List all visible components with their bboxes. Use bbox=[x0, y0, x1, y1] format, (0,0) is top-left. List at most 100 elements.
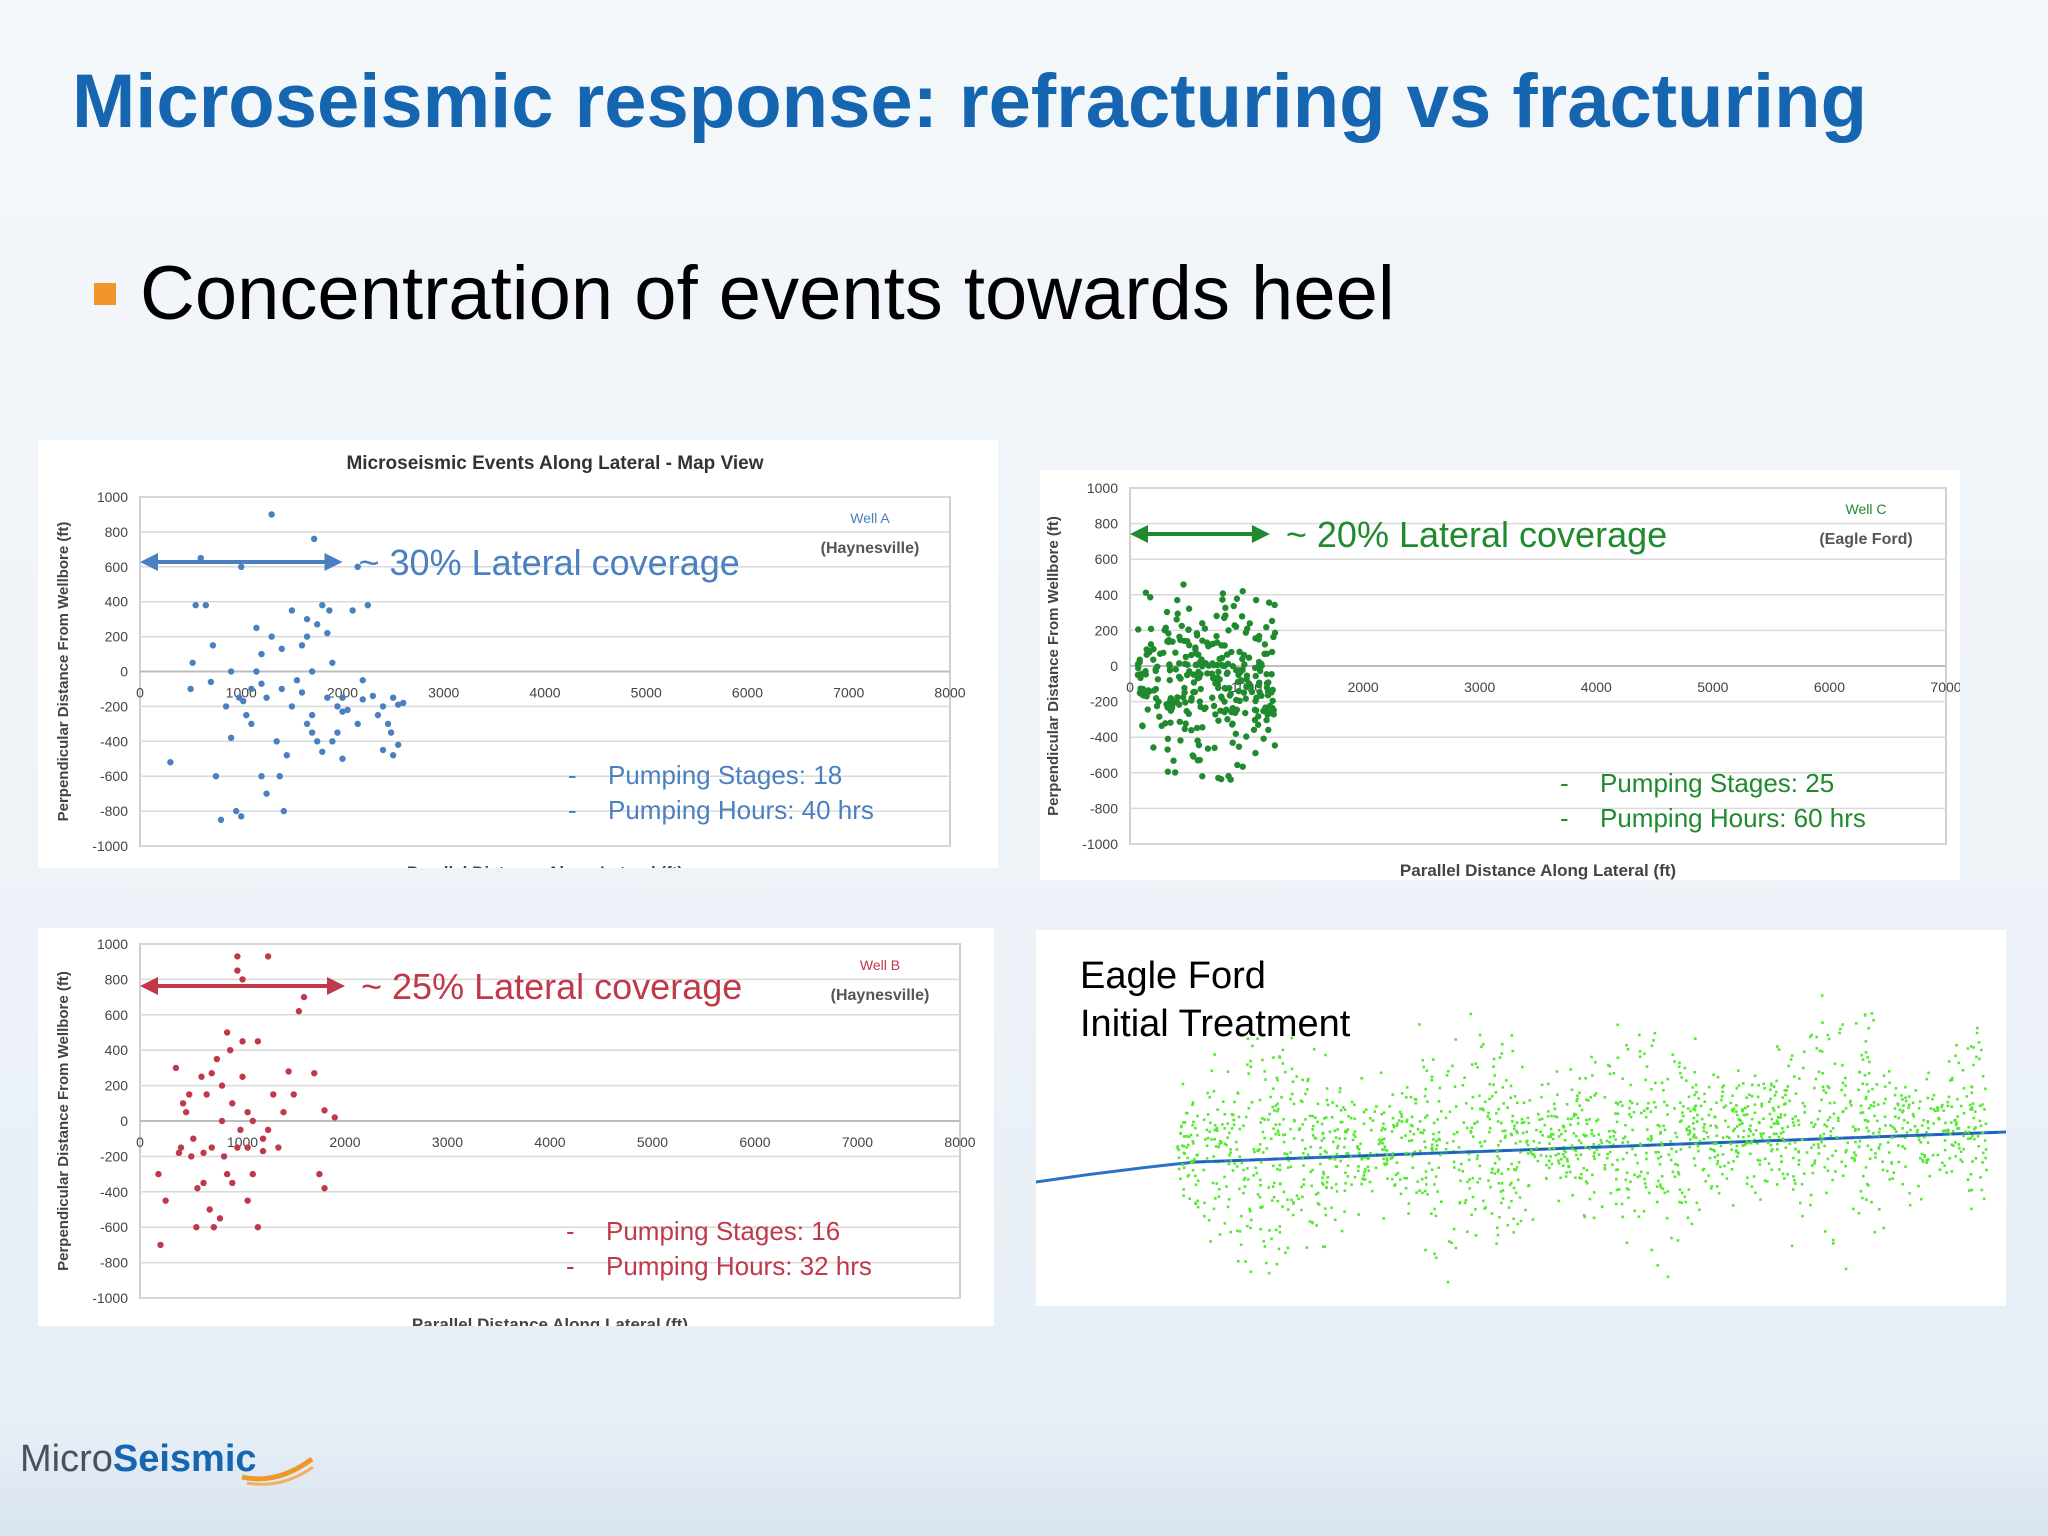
event-point bbox=[1509, 1084, 1513, 1088]
coverage-arrow-left-head bbox=[140, 553, 158, 571]
event-point bbox=[1490, 1095, 1494, 1098]
event-point bbox=[1823, 1123, 1826, 1126]
y-tick-label: -200 bbox=[100, 1148, 128, 1164]
event-point bbox=[1731, 1204, 1735, 1207]
data-point bbox=[254, 1224, 262, 1231]
event-point bbox=[1289, 1151, 1292, 1154]
event-point bbox=[1335, 1152, 1339, 1156]
event-point bbox=[1516, 1178, 1520, 1182]
event-point bbox=[1955, 1123, 1958, 1127]
event-point bbox=[1311, 1221, 1314, 1225]
y-tick-label: 1000 bbox=[97, 489, 128, 505]
event-point bbox=[1444, 1147, 1448, 1151]
event-point bbox=[1488, 1097, 1491, 1101]
event-point bbox=[1775, 1122, 1778, 1125]
event-point bbox=[1784, 1093, 1787, 1097]
data-point bbox=[1218, 694, 1225, 701]
event-point bbox=[1977, 1145, 1980, 1148]
event-point bbox=[1908, 1103, 1911, 1107]
data-point bbox=[379, 703, 387, 710]
event-point bbox=[1708, 1156, 1712, 1160]
x-tick-label: 6000 bbox=[732, 685, 763, 701]
event-point bbox=[1761, 1138, 1764, 1141]
event-point bbox=[1182, 1135, 1186, 1138]
event-point bbox=[1353, 1175, 1357, 1179]
data-point bbox=[1246, 620, 1253, 627]
event-point bbox=[1659, 1132, 1662, 1135]
event-point bbox=[1299, 1099, 1303, 1103]
event-point bbox=[1805, 1151, 1809, 1154]
event-point bbox=[1221, 1123, 1224, 1126]
event-point bbox=[1917, 1135, 1921, 1138]
event-point bbox=[1746, 1141, 1750, 1145]
event-point bbox=[1769, 1125, 1773, 1129]
event-point bbox=[1320, 1122, 1324, 1126]
event-point bbox=[1215, 1182, 1219, 1185]
event-point bbox=[1551, 1137, 1555, 1141]
event-point bbox=[1926, 1141, 1930, 1144]
event-point bbox=[1302, 1183, 1306, 1186]
event-point bbox=[1863, 1074, 1867, 1077]
event-point bbox=[1328, 1130, 1332, 1134]
event-point bbox=[1735, 1144, 1739, 1148]
event-point bbox=[1259, 1184, 1262, 1187]
event-point bbox=[1693, 1093, 1696, 1097]
event-point bbox=[1984, 1122, 1988, 1125]
event-point bbox=[1650, 1087, 1653, 1091]
data-point bbox=[1136, 659, 1143, 666]
data-point bbox=[1193, 632, 1201, 639]
event-point bbox=[1380, 1138, 1384, 1142]
event-point bbox=[1732, 1160, 1735, 1163]
event-point bbox=[1663, 1100, 1666, 1104]
data-point bbox=[1268, 671, 1275, 678]
data-point bbox=[1215, 668, 1222, 675]
data-point bbox=[303, 633, 311, 640]
event-point bbox=[1282, 1140, 1286, 1144]
event-point bbox=[1803, 1105, 1807, 1108]
event-point bbox=[1694, 1142, 1697, 1146]
event-point bbox=[1692, 1127, 1696, 1131]
event-point bbox=[1606, 1152, 1609, 1156]
event-point bbox=[1685, 1129, 1689, 1132]
event-point bbox=[1325, 1098, 1329, 1102]
event-point bbox=[1831, 1178, 1834, 1182]
event-point bbox=[1461, 1084, 1465, 1087]
data-point bbox=[1225, 627, 1232, 634]
event-point bbox=[1984, 1156, 1987, 1160]
data-point bbox=[384, 720, 392, 728]
event-point bbox=[1227, 1198, 1231, 1201]
event-point bbox=[1768, 1136, 1771, 1139]
event-point bbox=[1596, 1118, 1600, 1121]
event-point bbox=[1746, 1113, 1749, 1116]
event-point bbox=[1316, 1102, 1320, 1106]
data-point bbox=[243, 711, 250, 719]
data-point bbox=[1265, 599, 1273, 606]
data-point bbox=[192, 601, 199, 609]
event-point bbox=[1702, 1137, 1706, 1141]
event-point bbox=[1888, 1081, 1891, 1085]
event-point bbox=[1557, 1199, 1561, 1203]
logo-swoosh-icon bbox=[240, 1456, 314, 1486]
y-tick-label: 1000 bbox=[1087, 480, 1118, 496]
event-point bbox=[1322, 1172, 1326, 1176]
event-point bbox=[1624, 1123, 1627, 1127]
data-point bbox=[229, 1179, 236, 1187]
event-point bbox=[1260, 1117, 1264, 1120]
event-point bbox=[1323, 1117, 1326, 1120]
event-point bbox=[1867, 1072, 1871, 1075]
event-point bbox=[1639, 1142, 1642, 1146]
event-point bbox=[1353, 1130, 1357, 1133]
event-point bbox=[1638, 1055, 1642, 1059]
event-point bbox=[1614, 1101, 1618, 1104]
event-point bbox=[1463, 1201, 1467, 1205]
event-point bbox=[1339, 1087, 1342, 1090]
event-point bbox=[1230, 1113, 1234, 1116]
event-point bbox=[1659, 1186, 1663, 1189]
event-point bbox=[1424, 1146, 1427, 1149]
data-point bbox=[1167, 707, 1175, 714]
event-point bbox=[1588, 1147, 1591, 1151]
event-point bbox=[1698, 1139, 1702, 1143]
event-point bbox=[1941, 1103, 1944, 1107]
event-point bbox=[1906, 1121, 1909, 1124]
event-point bbox=[1572, 1115, 1576, 1118]
